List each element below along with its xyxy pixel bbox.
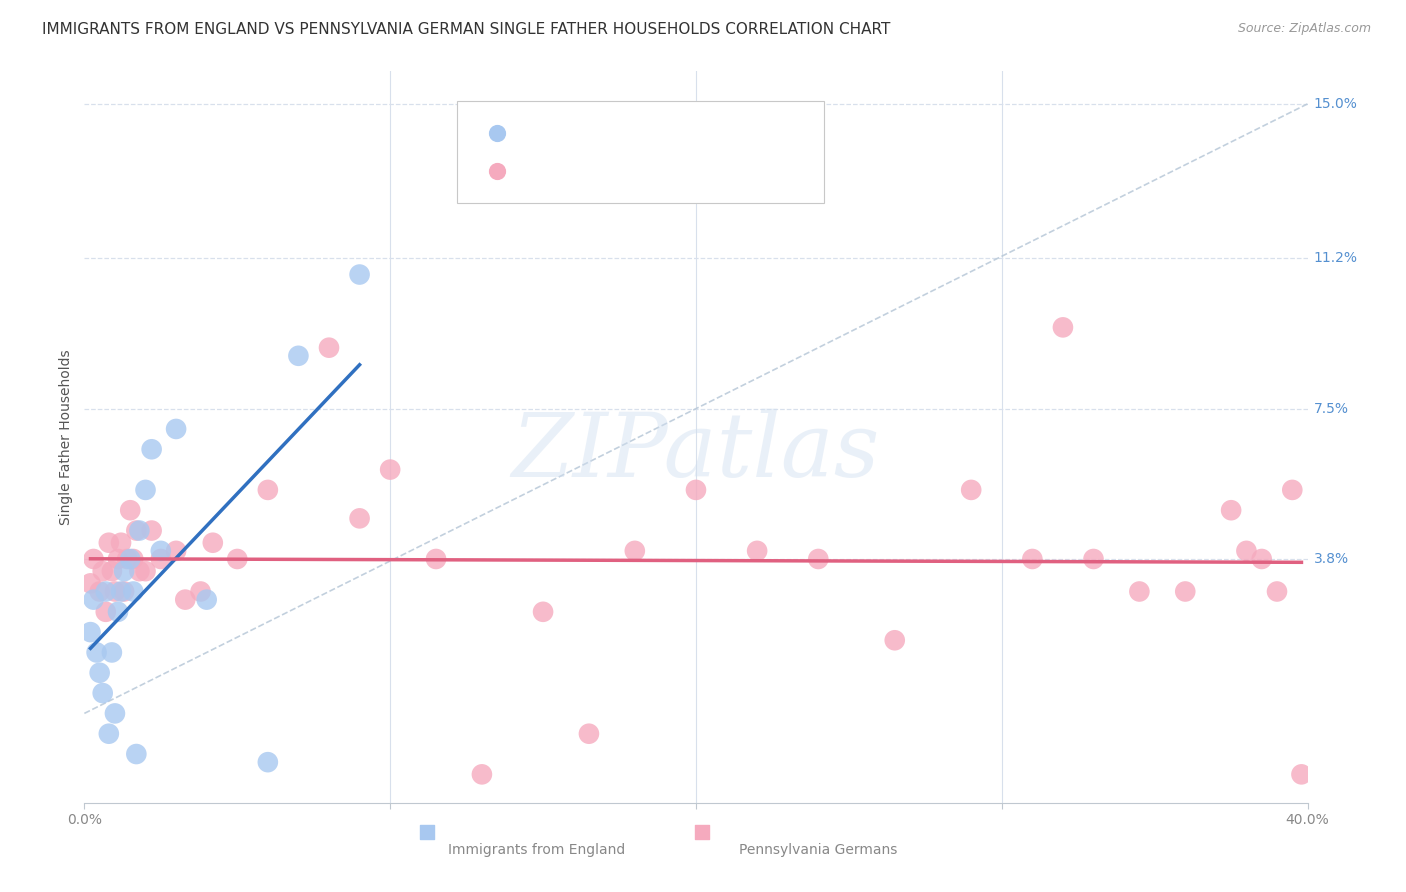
- Point: [91, 564, 114, 578]
- Point: [83, 552, 105, 566]
- Point: [125, 524, 148, 538]
- Point: [287, 349, 309, 363]
- Point: [101, 564, 124, 578]
- Y-axis label: Single Father Households: Single Father Households: [59, 350, 73, 524]
- Point: [112, 564, 135, 578]
- Point: [89, 665, 111, 680]
- Point: [149, 544, 172, 558]
- Point: [471, 767, 494, 781]
- Point: [94, 584, 117, 599]
- Point: [1265, 584, 1288, 599]
- Point: [257, 755, 280, 769]
- Point: [349, 268, 371, 282]
- Text: Source: ZipAtlas.com: Source: ZipAtlas.com: [1237, 22, 1371, 36]
- FancyBboxPatch shape: [457, 101, 824, 203]
- Point: [165, 544, 187, 558]
- Point: [1291, 767, 1313, 781]
- Point: [128, 524, 150, 538]
- Point: [1236, 544, 1258, 558]
- Text: ZIPatlas: ZIPatlas: [512, 409, 880, 495]
- Point: [685, 483, 707, 497]
- Point: [578, 727, 600, 741]
- Point: [122, 584, 145, 599]
- Text: Pennsylvania Germans: Pennsylvania Germans: [740, 843, 897, 857]
- Point: [747, 544, 769, 558]
- Text: Immigrants from England: Immigrants from England: [449, 843, 626, 857]
- Point: [112, 584, 135, 599]
- Point: [94, 605, 117, 619]
- Point: [1281, 483, 1303, 497]
- Point: [1128, 584, 1150, 599]
- Point: [107, 552, 129, 566]
- Point: [115, 552, 138, 566]
- Point: [807, 552, 830, 566]
- Point: [929, 869, 952, 883]
- Point: [110, 535, 132, 549]
- Point: [349, 511, 371, 525]
- Text: R = 0.089   N = 49: R = 0.089 N = 49: [527, 163, 683, 178]
- Point: [101, 645, 124, 659]
- Point: [120, 503, 142, 517]
- Point: [883, 633, 905, 648]
- Point: [190, 584, 212, 599]
- Text: IMMIGRANTS FROM ENGLAND VS PENNSYLVANIA GERMAN SINGLE FATHER HOUSEHOLDS CORRELAT: IMMIGRANTS FROM ENGLAND VS PENNSYLVANIA …: [42, 22, 890, 37]
- Point: [1220, 503, 1243, 517]
- Point: [110, 584, 132, 599]
- Point: [104, 706, 127, 721]
- Point: [149, 552, 172, 566]
- Point: [128, 564, 150, 578]
- Point: [318, 341, 340, 355]
- Point: [531, 605, 554, 619]
- Point: [97, 535, 120, 549]
- Point: [1052, 320, 1074, 334]
- Text: 15.0%: 15.0%: [1313, 97, 1358, 111]
- Text: 11.2%: 11.2%: [1313, 252, 1358, 265]
- Point: [201, 535, 224, 549]
- Point: [83, 592, 105, 607]
- Point: [91, 686, 114, 700]
- Point: [135, 483, 157, 497]
- Point: [125, 747, 148, 761]
- Point: [135, 564, 157, 578]
- Point: [195, 592, 218, 607]
- Point: [226, 552, 249, 566]
- Point: [120, 552, 142, 566]
- Point: [624, 544, 647, 558]
- Point: [141, 442, 163, 457]
- Point: [97, 727, 120, 741]
- Point: [1174, 584, 1197, 599]
- Point: [380, 462, 402, 476]
- Text: 7.5%: 7.5%: [1313, 401, 1348, 416]
- Point: [141, 524, 163, 538]
- Point: [425, 552, 447, 566]
- Point: [174, 592, 197, 607]
- Point: [1083, 552, 1105, 566]
- Point: [1250, 552, 1272, 566]
- Point: [104, 584, 127, 599]
- Point: [122, 552, 145, 566]
- Point: [107, 605, 129, 619]
- Point: [86, 645, 108, 659]
- Point: [89, 584, 111, 599]
- Point: [79, 576, 101, 591]
- Point: [79, 625, 101, 640]
- Text: R = 0.349   N = 24: R = 0.349 N = 24: [527, 125, 683, 140]
- Point: [960, 483, 983, 497]
- Point: [257, 483, 280, 497]
- Point: [165, 422, 187, 436]
- Text: 3.8%: 3.8%: [1313, 552, 1348, 566]
- Point: [1021, 552, 1043, 566]
